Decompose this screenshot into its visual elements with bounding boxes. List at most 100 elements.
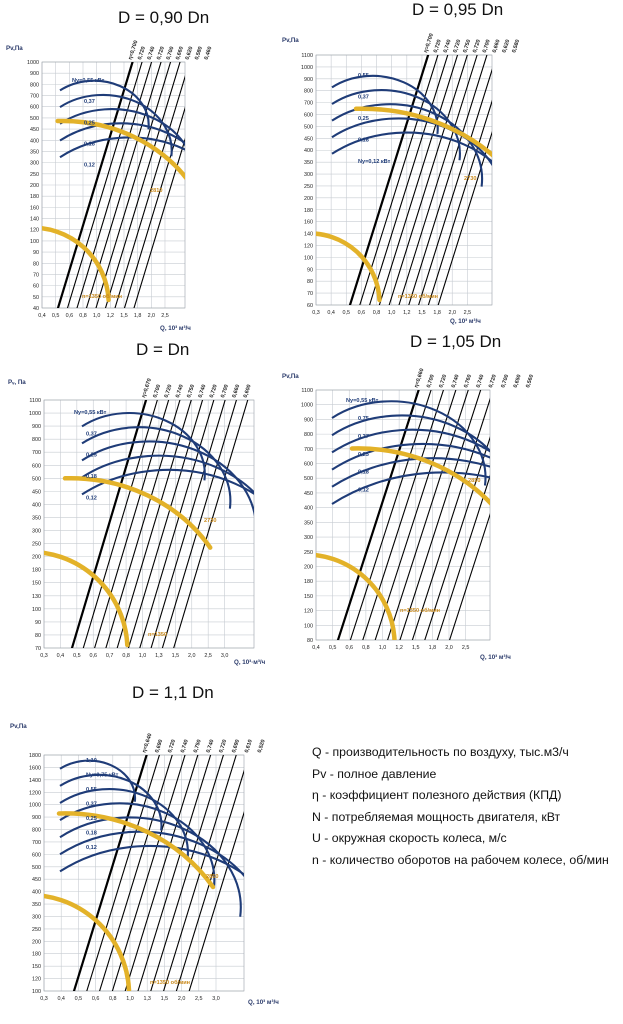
chart-4-power-label: 0,18 <box>358 470 369 476</box>
chart-2-ytick: 60 <box>307 303 313 309</box>
chart-3-xtick: 0,3 <box>40 653 48 659</box>
chart-2-ytick: 1000 <box>301 65 313 71</box>
chart-4-efficiency-label: 0,740 <box>451 374 461 389</box>
chart-3-xtick: 0,6 <box>90 653 98 659</box>
chart-5 <box>43 754 245 992</box>
chart-2-efficiency-line <box>369 55 449 305</box>
chart-2-xtick: 1,2 <box>403 310 411 316</box>
chart-3-ytick: 100 <box>32 607 41 613</box>
chart-5-power-label: 0,25 <box>86 816 97 822</box>
chart-2-efficiency-line <box>398 55 478 305</box>
chart-2-speed-curve-low <box>316 231 382 303</box>
chart-2-xtick: 0,5 <box>343 310 351 316</box>
chart-4-efficiency-line <box>411 397 490 640</box>
chart-3-speed-label-high: 2730 <box>204 518 216 524</box>
legend-item-u: U - окружная скорость колеса, м/с <box>312 831 507 845</box>
chart-1-ytick: 700 <box>30 94 39 100</box>
chart-2-ytick: 70 <box>307 291 313 297</box>
chart-4-xlabel: Q, 10³ м³/ч <box>480 654 511 661</box>
chart-2-efficiency-line <box>348 55 430 305</box>
chart-4-efficiency-line <box>436 474 490 640</box>
chart-4-plot <box>316 390 490 640</box>
chart-3-efficiency-line <box>127 400 204 648</box>
chart-3 <box>43 399 255 649</box>
chart-3-speed-curve-high <box>62 476 213 550</box>
chart-3-power-label: 0,25 <box>86 453 97 459</box>
chart-3-ytick: 80 <box>35 633 41 639</box>
chart-5-efficiency-label: 0,720 <box>167 739 177 754</box>
chart-4-ytick: 400 <box>304 506 313 512</box>
chart-3-xtick: 0,8 <box>122 653 130 659</box>
chart-3-power-curve <box>81 454 254 494</box>
chart-3-power-label: 0,37 <box>86 431 97 437</box>
chart-1-efficiency-line <box>133 137 185 308</box>
chart-5-efficiency-label: 0,740 <box>180 739 190 754</box>
legend-item-q: Q - производительность по воздуху, тыс.м… <box>312 745 569 759</box>
chart-5-ytick: 400 <box>32 890 41 896</box>
chart-2-efficiency-line <box>427 99 492 305</box>
chart-1-xtick: 2,0 <box>148 313 156 319</box>
chart-5-efficiency-line <box>111 755 186 991</box>
chart-4-efficiency-line <box>399 390 482 640</box>
chart-1-xtick: 1,8 <box>134 313 142 319</box>
chart-3-xtick: 3,0 <box>221 653 229 659</box>
chart-1-ytick: 140 <box>30 217 39 223</box>
chart-2-ytick: 350 <box>304 160 313 166</box>
chart-1-ytick: 1000 <box>27 60 39 66</box>
chart-5-xtick: 0,3 <box>40 996 48 1002</box>
chart-1-xtick: 2,5 <box>161 313 169 319</box>
chart-4-efficiency-line <box>374 390 457 640</box>
chart-4-xtick: 1,2 <box>395 645 403 651</box>
chart-4-ytick: 180 <box>304 579 313 585</box>
chart-5-xtick: 3,0 <box>212 996 220 1002</box>
chart-3-ytick: 600 <box>32 463 41 469</box>
chart-3-xtick: 2,0 <box>188 653 196 659</box>
chart-3-ytick: 350 <box>32 515 41 521</box>
chart-5-ytick: 1200 <box>29 790 41 796</box>
chart-4-efficiency-label: 0,650 <box>513 374 523 389</box>
chart-5-speed-curve-low <box>44 893 132 991</box>
chart-4-ytick: 150 <box>304 594 313 600</box>
chart-2-power-label: 0,25 <box>358 116 369 122</box>
chart-3-efficiency-label: 0,700 <box>152 384 162 399</box>
chart-5-ytick: 500 <box>32 865 41 871</box>
chart-1-efficiency-line <box>104 62 181 308</box>
chart-1-ytick: 180 <box>30 194 39 200</box>
chart-1-efficiency-label: 0,720 <box>156 46 166 61</box>
chart-3-xtick: 0,7 <box>106 653 114 659</box>
chart-5-efficiency-label: 0,690 <box>154 739 164 754</box>
chart-1-xtick: 1,0 <box>93 313 101 319</box>
chart-4-ytick: 1000 <box>301 403 313 409</box>
chart-3-ytick: 500 <box>32 476 41 482</box>
chart-5-efficiency-label: η=0,640 <box>142 733 154 754</box>
chart-2-xtick: 0,4 <box>327 310 335 316</box>
chart-5-power-curve <box>59 802 216 889</box>
chart-1-xtick: 1,5 <box>120 313 128 319</box>
chart-1-xtick: 1,2 <box>107 313 115 319</box>
chart-3-ytick: 180 <box>32 568 41 574</box>
chart-1-xtick: 0,8 <box>79 313 87 319</box>
chart-2-efficiency-line <box>378 55 459 305</box>
chart-4-efficiency-line <box>449 512 490 640</box>
chart-5-xtick: 0,5 <box>75 996 83 1002</box>
chart-1-efficiency-line <box>123 106 185 308</box>
chart-1-efficiency-line <box>95 62 172 308</box>
chart-4-power-label: 0,12 <box>358 488 369 494</box>
chart-5-ytick: 200 <box>32 939 41 945</box>
chart-2-xtick: 1,5 <box>418 310 426 316</box>
chart-3-ylabel: Pᵥ, Па <box>8 379 26 386</box>
chart-4-efficiency-line <box>424 436 490 640</box>
chart-2-xtick: 2,0 <box>448 310 456 316</box>
chart-5-power-curve <box>59 844 244 876</box>
chart-3-efficiency-label: η=0,670 <box>141 378 153 399</box>
chart-3-efficiency-line <box>139 400 215 648</box>
chart-5-efficiency-line <box>99 755 173 991</box>
chart-4-xtick: 1,8 <box>429 645 437 651</box>
chart-4-speed-label-high: 2850 <box>468 478 480 484</box>
chart-5-ytick: 180 <box>32 952 41 958</box>
chart-1-efficiency-label: 0,660 <box>175 46 185 61</box>
chart-2-ytick: 1100 <box>301 53 313 59</box>
chart-1-ylabel: Pv,Па <box>6 45 23 52</box>
chart-1-ytick: 50 <box>33 295 39 301</box>
chart-2-speed-label-low: n=1350 об/мин <box>398 293 438 300</box>
